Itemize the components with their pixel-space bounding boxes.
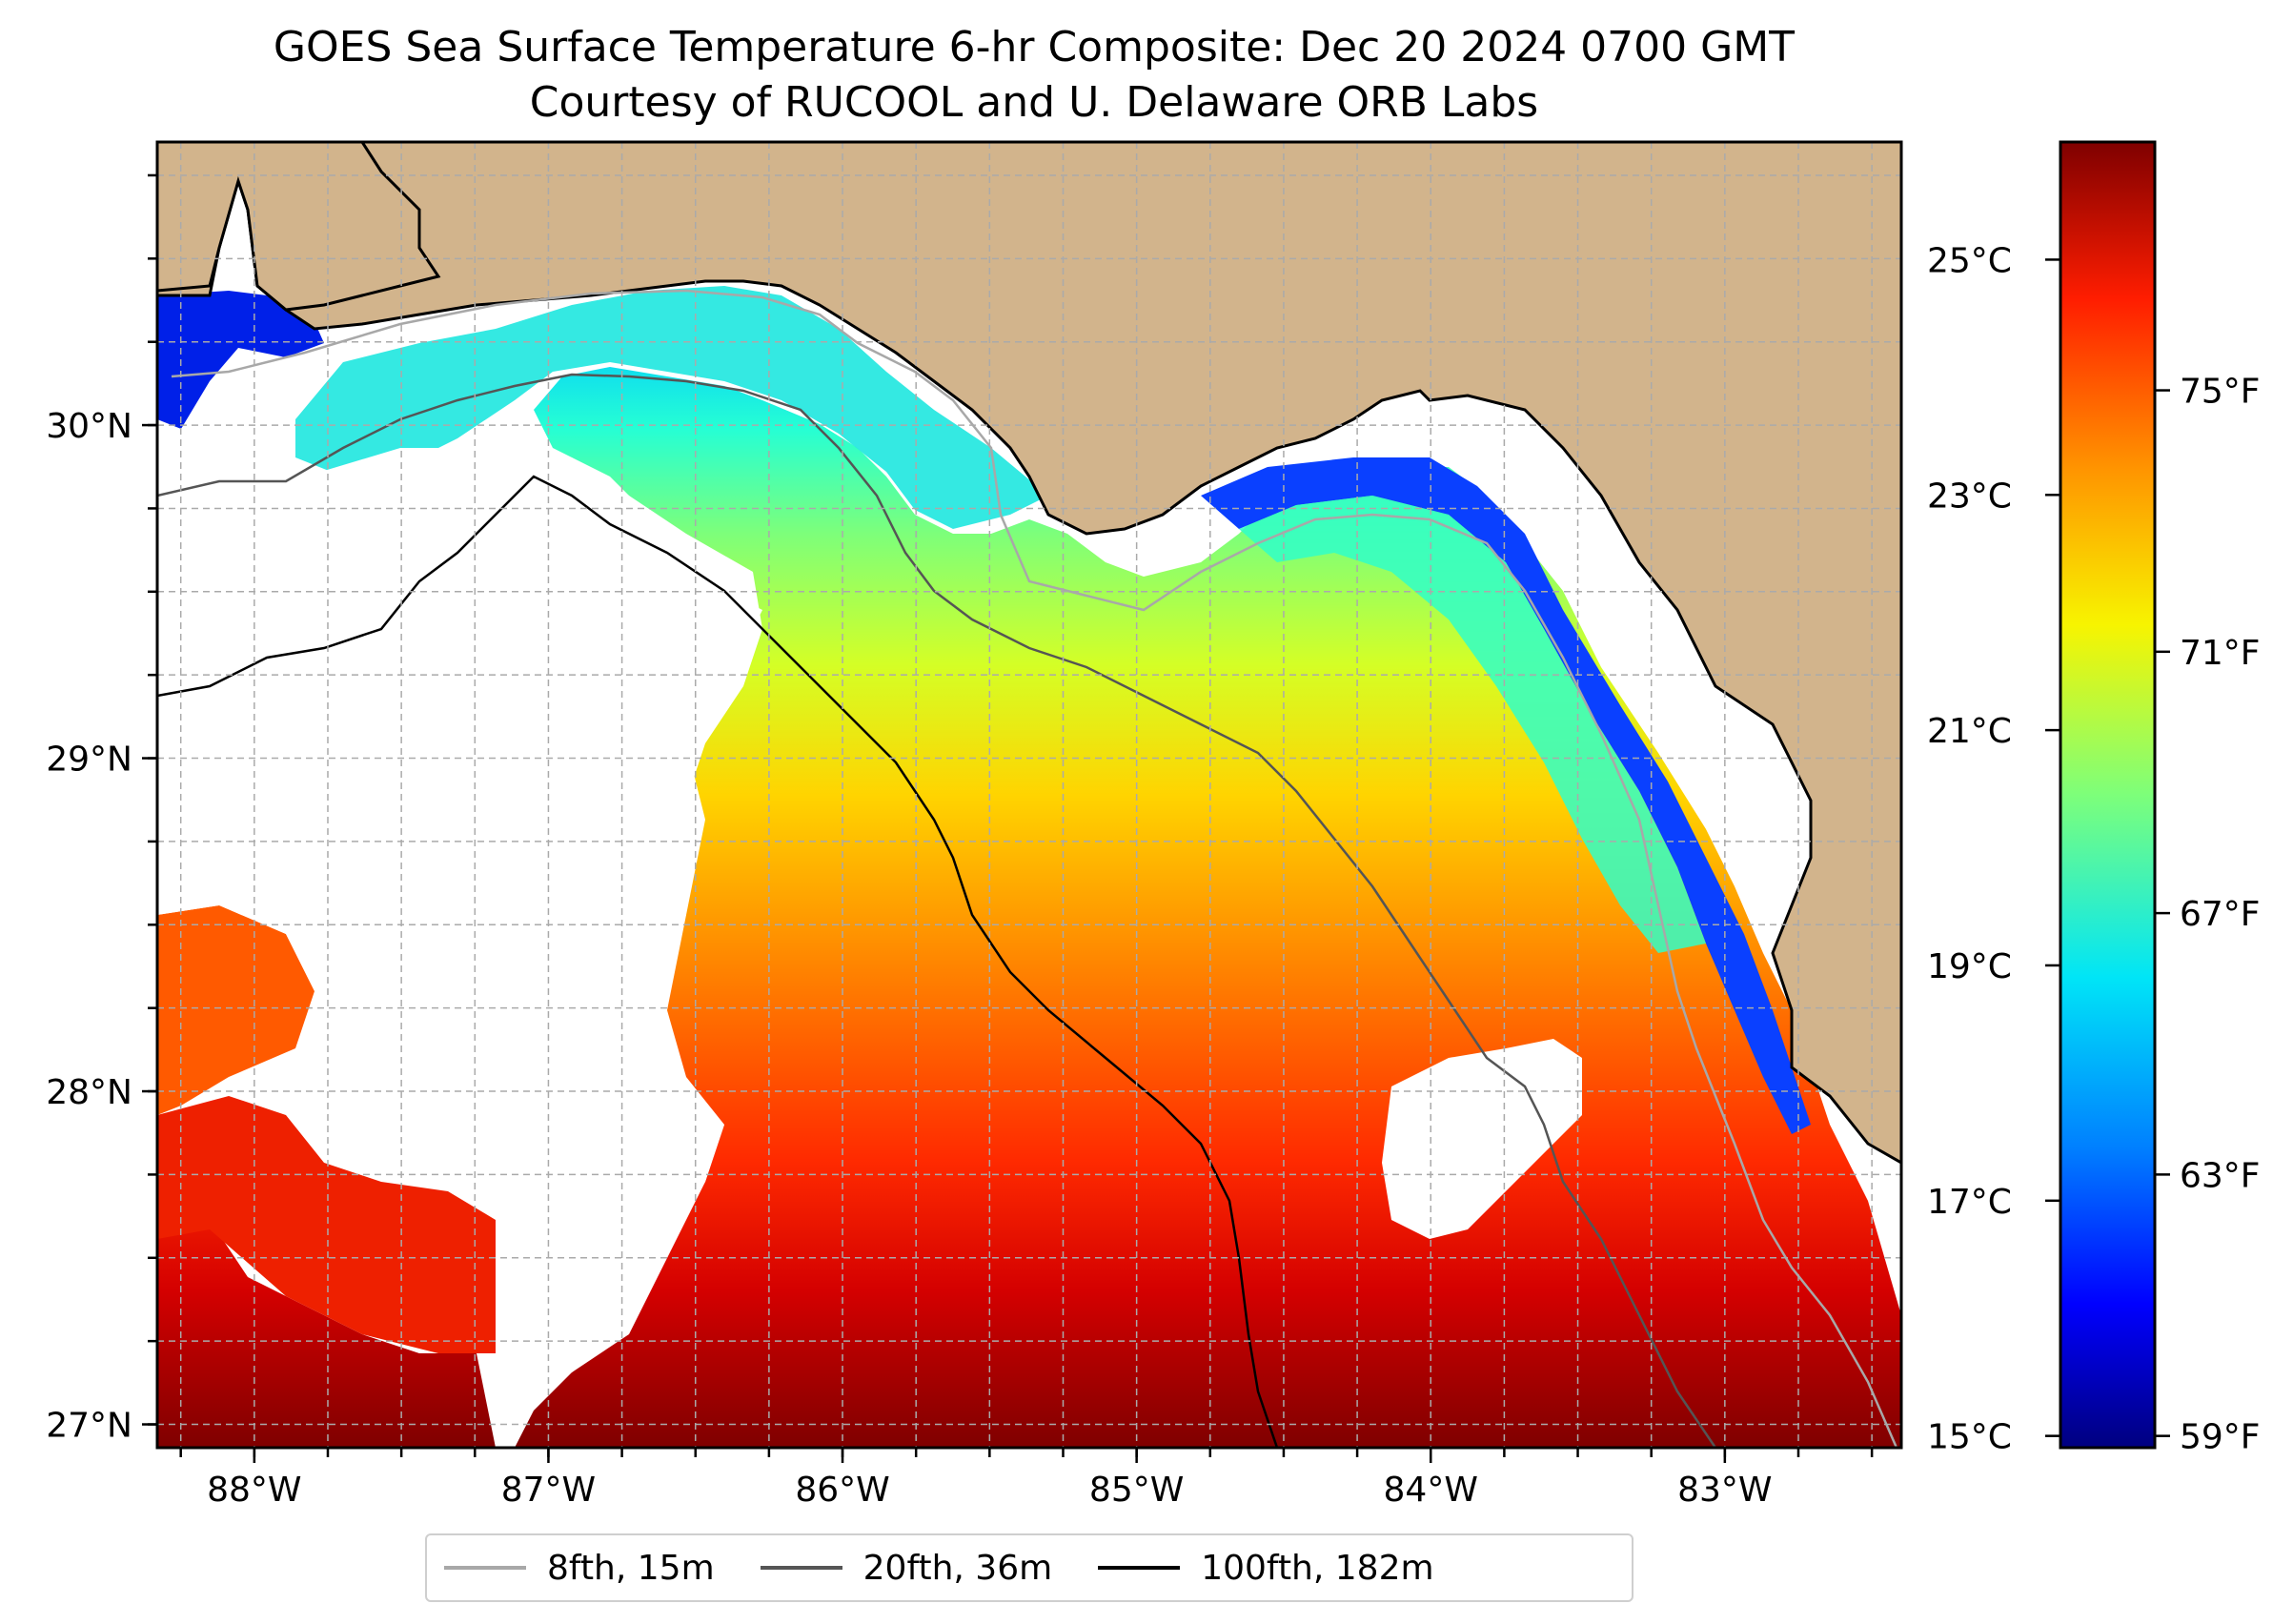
colorbar-c-label: 15°C — [1927, 1418, 2012, 1457]
legend-label-20fth: 20fth, 36m — [862, 1548, 1053, 1588]
map-axis-labels: 30°N 29°N 28°N 27°N 88°W 87°W 86°W 85°W 84°W 83°W — [46, 407, 1772, 1510]
lon-tick-label: 87°W — [501, 1471, 596, 1510]
lon-tick-label: 84°W — [1384, 1471, 1478, 1510]
legend-item-100fth: 100fth, 182m — [1098, 1548, 1434, 1588]
lon-tick-label: 85°W — [1089, 1471, 1184, 1510]
colorbar-c-label: 17°C — [1927, 1183, 2012, 1222]
legend-swatch-20fth — [760, 1566, 842, 1570]
lat-tick-label: 30°N — [46, 407, 132, 446]
map-subtitle: Courtesy of RUCOOL and U. Delaware ORB L… — [529, 78, 1539, 127]
legend-item-20fth: 20fth, 36m — [760, 1548, 1053, 1588]
legend-swatch-8fth — [444, 1566, 526, 1570]
lon-tick-label: 83°W — [1677, 1471, 1772, 1510]
legend-label-100fth: 100fth, 182m — [1201, 1548, 1434, 1588]
lat-tick-label: 29°N — [46, 741, 132, 780]
legend-item-8fth: 8fth, 15m — [444, 1549, 715, 1588]
sst-west-red — [157, 1096, 496, 1353]
land-west — [157, 142, 441, 312]
colorbar-f-label: 71°F — [2180, 634, 2261, 673]
lat-tick-label: 28°N — [46, 1073, 132, 1112]
sst-west-blue — [157, 291, 324, 429]
colorbar-c-label: 21°C — [1927, 712, 2012, 751]
sst-coastal-band — [295, 286, 1048, 529]
legend-label-8fth: 8fth, 15m — [547, 1548, 715, 1588]
sst-west-patch — [157, 905, 315, 1115]
lon-tick-label: 88°W — [207, 1471, 301, 1510]
lat-tick-label: 27°N — [46, 1407, 132, 1446]
colorbar-f-label: 59°F — [2180, 1418, 2261, 1457]
colorbar-f-label: 63°F — [2180, 1156, 2261, 1195]
map-axis-ticks — [142, 173, 1874, 1463]
colorbar-c-label: 19°C — [1927, 947, 2012, 986]
map-gridlines — [157, 142, 1901, 1448]
lon-tick-label: 86°W — [795, 1471, 889, 1510]
colorbar-f-label: 67°F — [2180, 895, 2261, 934]
isobath-legend: 8fth, 15m 20fth, 36m 100fth, 182m — [425, 1533, 1634, 1602]
sst-shelf-cyan — [1239, 496, 1706, 953]
map-title: GOES Sea Surface Temperature 6-hr Compos… — [273, 23, 1796, 71]
colorbar-c-label: 23°C — [1927, 477, 2012, 516]
colorbar-f-label: 75°F — [2180, 373, 2261, 412]
colorbar-ticks — [2045, 258, 2170, 1437]
colorbar-labels: 25°C 23°C 21°C 19°C 17°C 15°C 75°F 71°F 67°F 63°F… — [1927, 241, 2261, 1456]
cloud-gap-south — [486, 1125, 724, 1448]
cloud-gap-east — [1382, 1039, 1582, 1239]
sst-water-field — [157, 1220, 496, 1448]
map-frame — [155, 140, 1903, 1450]
contour-8fth-15m — [171, 289, 1898, 1448]
colorbar-c-label: 25°C — [1927, 241, 2012, 280]
contour-20fth-36m — [157, 373, 1717, 1448]
colorbar — [2059, 140, 2157, 1450]
legend-swatch-100fth — [1098, 1566, 1181, 1570]
cloud-gap-west — [157, 448, 762, 1029]
